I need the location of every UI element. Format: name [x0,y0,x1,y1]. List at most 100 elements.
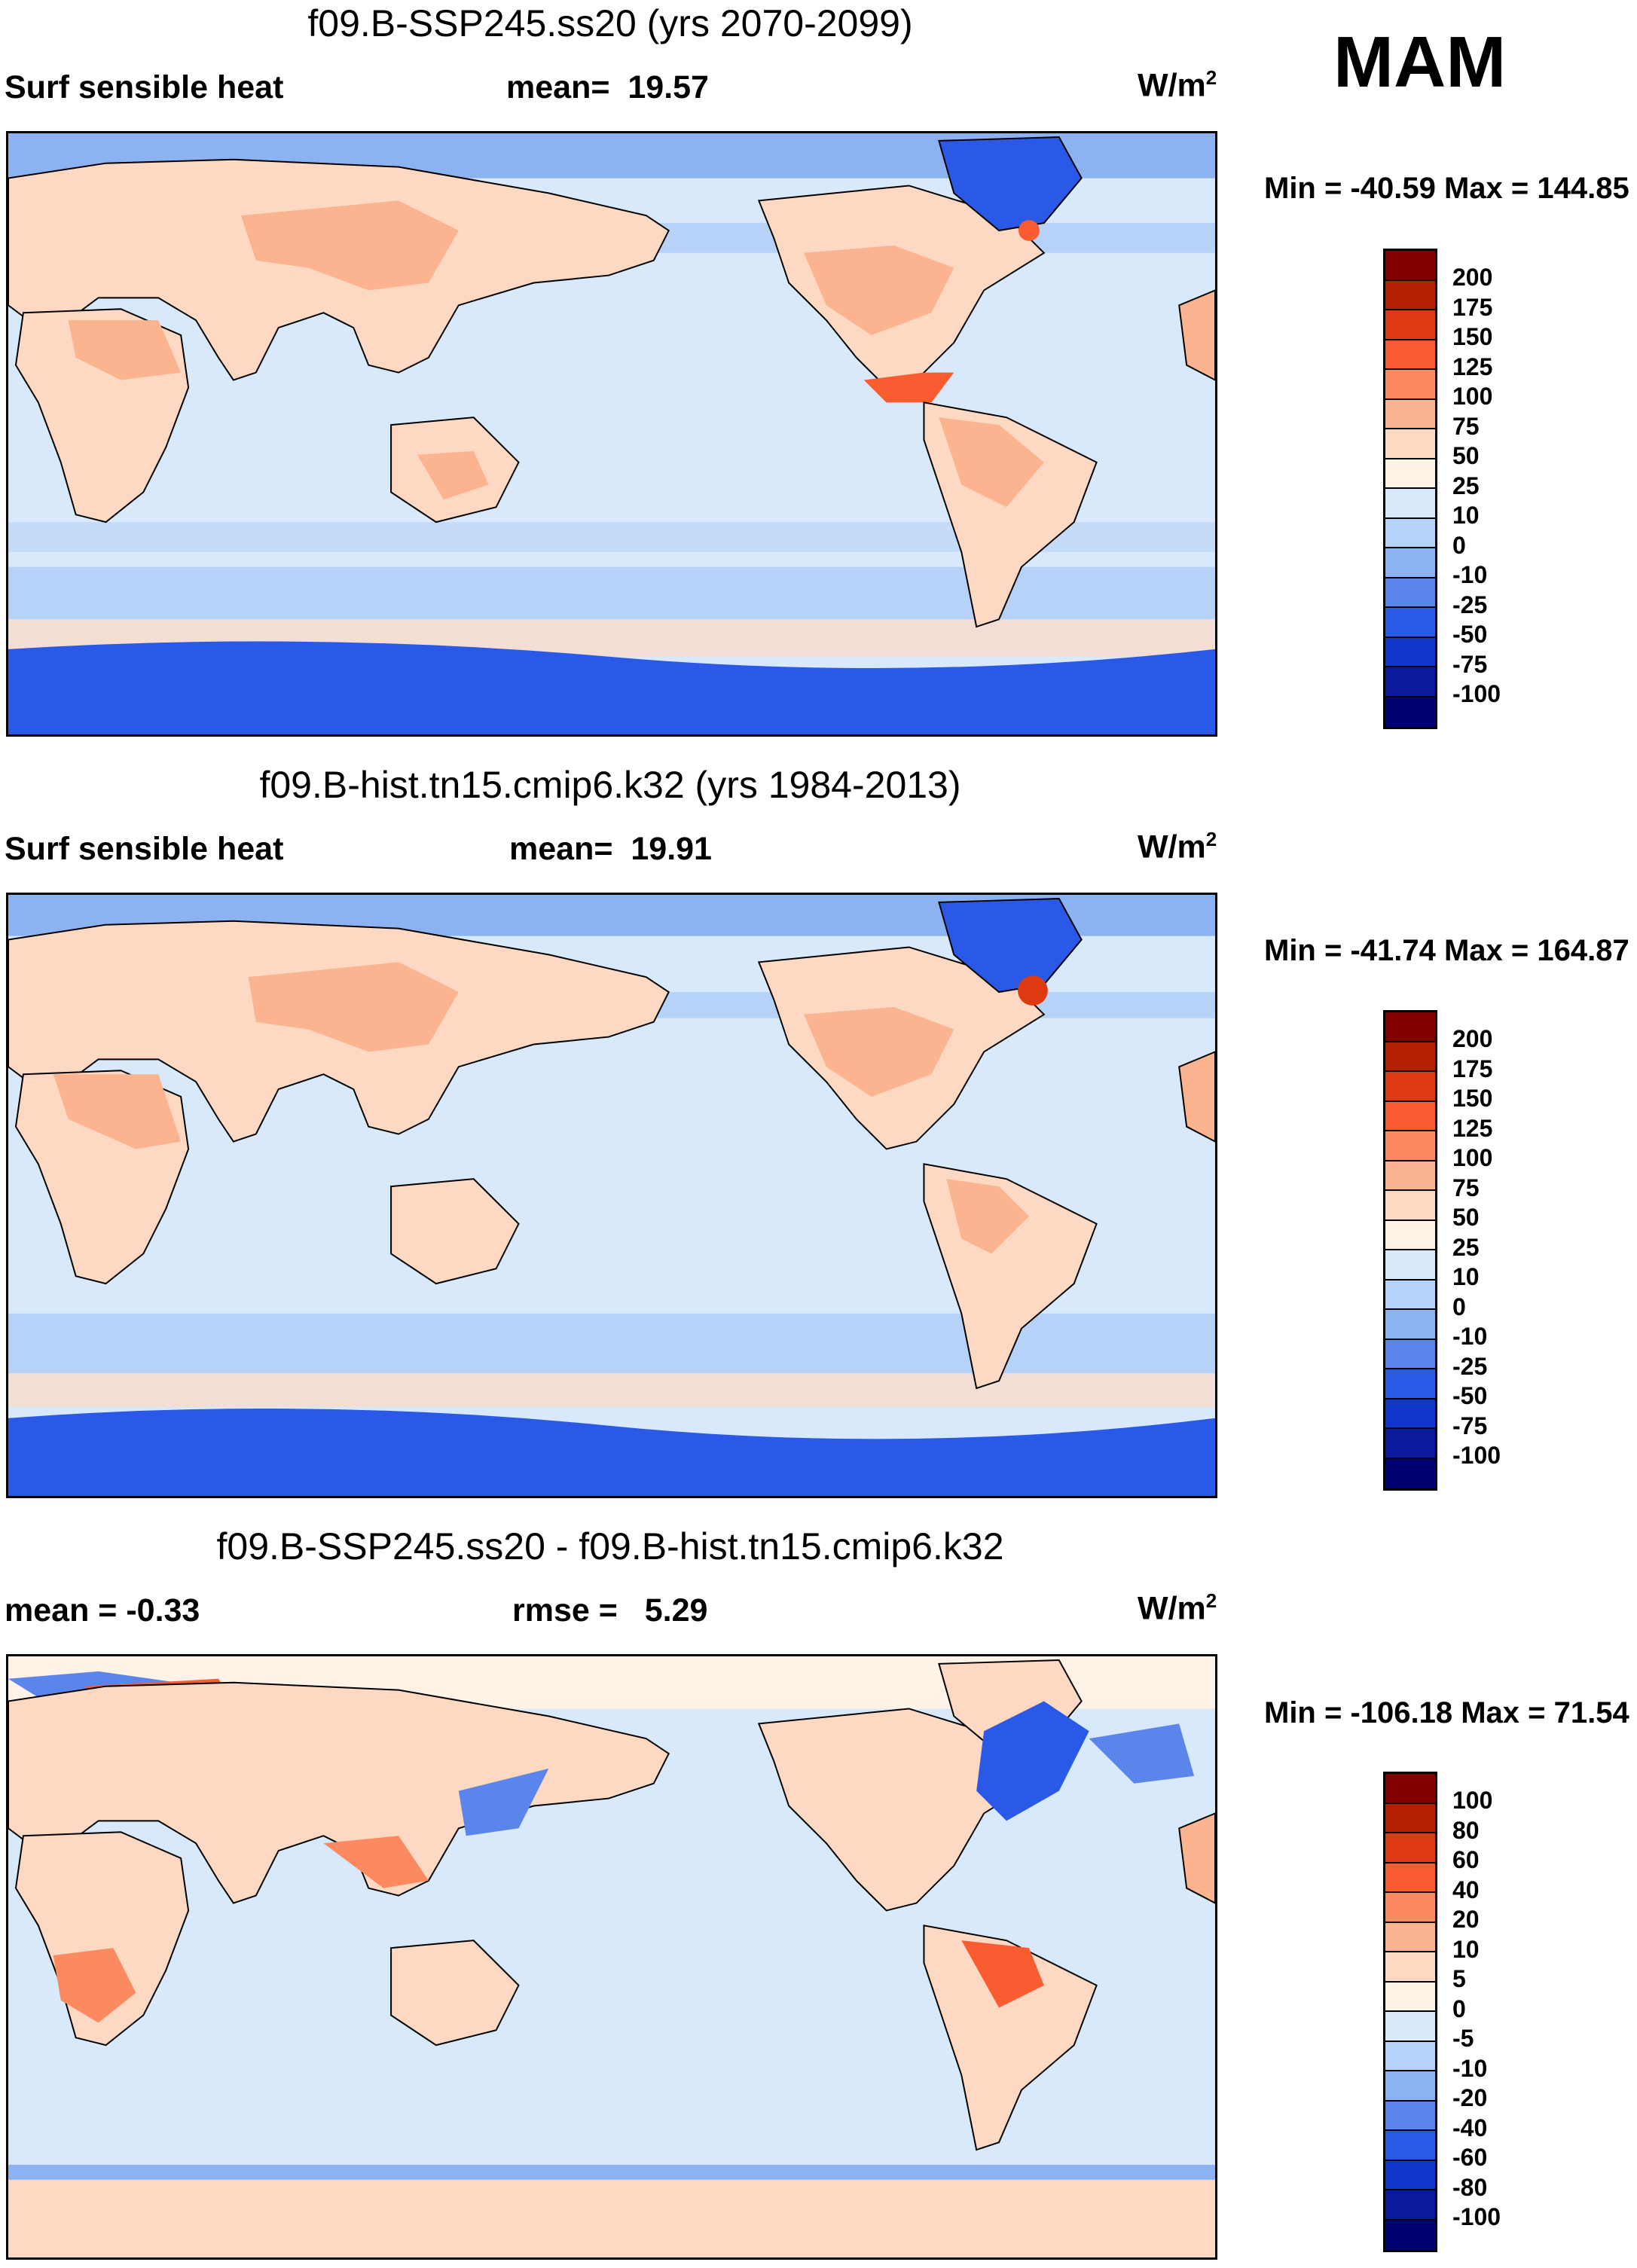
panel-1-variable: Surf sensible heat [5,69,284,105]
colorbar-swatch [1385,251,1435,281]
colorbar-label: 50 [1452,442,1480,469]
colorbar-swatch [1385,1922,1435,1952]
colorbar-label: -10 [1452,561,1488,588]
panel-2-map [6,893,1217,1498]
colorbar-label: 5 [1452,1965,1466,1992]
panel-3-colorbar [1383,1772,1437,2252]
colorbar-label: 150 [1452,1085,1493,1112]
colorbar-swatch [1385,1161,1435,1191]
colorbar-label: 200 [1452,1025,1493,1052]
colorbar-swatch [1385,2071,1435,2102]
panel-2-title: f09.B-hist.tn15.cmip6.k32 (yrs 1984-2013… [259,764,961,806]
colorbar-swatch [1385,2160,1435,2190]
colorbar-label: 0 [1452,1995,1466,2022]
colorbar-swatch [1385,1339,1435,1369]
colorbar-swatch [1385,1012,1435,1042]
colorbar-swatch [1385,608,1435,638]
colorbar-label: -5 [1452,2025,1474,2052]
colorbar-label: 10 [1452,1263,1480,1290]
colorbar-label: -10 [1452,2055,1488,2082]
colorbar-swatch [1385,1191,1435,1221]
colorbar-label: 125 [1452,1115,1493,1142]
colorbar-swatch [1385,1250,1435,1281]
colorbar-swatch [1385,310,1435,340]
colorbar-swatch [1385,1458,1435,1488]
panel-3-map [6,1654,1217,2260]
colorbar-swatch [1385,370,1435,400]
colorbar-swatch [1385,518,1435,548]
panel-2-minmax: Min = -41.74 Max = 164.87 [1264,934,1629,967]
colorbar-label: 20 [1452,1906,1480,1933]
colorbar-label: 10 [1452,502,1480,529]
colorbar-swatch [1385,1399,1435,1429]
colorbar-label: -100 [1452,680,1501,707]
colorbar-label: 100 [1452,1787,1493,1814]
colorbar-label: -10 [1452,1323,1488,1350]
colorbar-swatch [1385,2220,1435,2250]
colorbar-label: -50 [1452,621,1488,648]
panel-1-title: f09.B-SSP245.ss20 (yrs 2070-2099) [307,2,913,44]
panel-1-stat-value: 19.57 [628,69,709,105]
colorbar-swatch [1385,667,1435,697]
colorbar-label: -60 [1452,2144,1488,2171]
colorbar-label: 25 [1452,472,1480,499]
panel-1-units: W/m2 [1138,66,1217,104]
colorbar-label: 25 [1452,1234,1480,1261]
colorbar-swatch [1385,2131,1435,2161]
colorbar-label: 0 [1452,532,1466,559]
colorbar-label: 0 [1452,1293,1466,1320]
panel-2-units: W/m2 [1138,828,1217,865]
colorbar-swatch [1385,1893,1435,1923]
colorbar-swatch [1385,340,1435,370]
colorbar-swatch [1385,1072,1435,1102]
colorbar-swatch [1385,1131,1435,1161]
panel-3-stat: rmse = 5.29 [512,1592,707,1629]
colorbar-swatch [1385,1369,1435,1400]
colorbar-swatch [1385,1429,1435,1459]
colorbar-swatch [1385,578,1435,608]
colorbar-swatch [1385,2190,1435,2221]
colorbar-swatch [1385,1952,1435,1983]
panel-1-minmax: Min = -40.59 Max = 144.85 [1264,172,1629,205]
colorbar-label: -75 [1452,651,1488,678]
panel-3-title: f09.B-SSP245.ss20 - f09.B-hist.tn15.cmip… [216,1525,1004,1567]
colorbar-swatch [1385,1803,1435,1833]
colorbar-swatch [1385,548,1435,578]
colorbar-label: -100 [1452,1442,1501,1469]
colorbar-label: 75 [1452,1174,1480,1201]
panel-1-map [6,131,1217,737]
colorbar-swatch [1385,697,1435,727]
colorbar-swatch [1385,1042,1435,1072]
colorbar-swatch [1385,637,1435,667]
colorbar-swatch [1385,1833,1435,1864]
panel-2-stat-value: 19.91 [631,831,712,867]
colorbar-swatch [1385,2012,1435,2042]
colorbar-swatch [1385,1863,1435,1893]
panel-2-colorbar [1383,1010,1437,1491]
panel-2-stat: mean= 19.91 [509,831,712,868]
colorbar-swatch [1385,280,1435,310]
colorbar-swatch [1385,1310,1435,1340]
colorbar-label: 150 [1452,323,1493,350]
panel-3-units: W/m2 [1138,1589,1217,1627]
panel-1-stat: mean= 19.57 [506,69,709,106]
colorbar-label: -40 [1452,2114,1488,2141]
colorbar-swatch [1385,459,1435,489]
colorbar-swatch [1385,1101,1435,1131]
panel-3-minmax: Min = -106.18 Max = 71.54 [1264,1696,1629,1729]
colorbar-swatch [1385,489,1435,519]
colorbar-swatch [1385,399,1435,429]
panel-1-stat-label: mean= [506,69,610,105]
colorbar-swatch [1385,429,1435,459]
panel-3-stat-label: rmse = [512,1592,618,1629]
colorbar-label: -20 [1452,2084,1488,2111]
colorbar-label: 80 [1452,1817,1480,1844]
colorbar-label: 125 [1452,353,1493,380]
colorbar-label: -50 [1452,1382,1488,1409]
colorbar-swatch [1385,1280,1435,1310]
season-label: MAM [1333,22,1507,102]
colorbar-label: 175 [1452,294,1493,321]
panel-1-colorbar [1383,249,1437,729]
colorbar-swatch [1385,1774,1435,1804]
colorbar-swatch [1385,2041,1435,2071]
